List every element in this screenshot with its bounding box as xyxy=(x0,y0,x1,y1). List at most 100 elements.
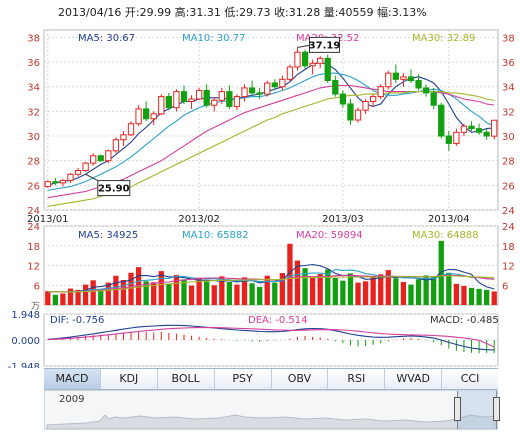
volume-bar xyxy=(45,291,51,305)
volume-bar xyxy=(166,283,172,305)
candle-body xyxy=(44,181,51,188)
change-label: 幅: xyxy=(377,6,392,19)
price-tick-left: 30 xyxy=(27,132,40,143)
volume-bar xyxy=(461,285,467,305)
candle-body xyxy=(67,173,74,181)
indicator-tabs: MACD KDJ BOLL PSY OBV RSI WVAD CCI xyxy=(44,368,498,390)
volume-bar xyxy=(128,272,134,305)
candle-body xyxy=(422,87,430,94)
tab-wvad[interactable]: WVAD xyxy=(385,369,443,389)
volume-bar xyxy=(272,282,278,305)
candle-body xyxy=(430,92,437,106)
tab-psy[interactable]: PSY xyxy=(214,369,272,389)
high-marker-pointer xyxy=(297,44,310,48)
candle-body xyxy=(180,91,188,103)
candle-body xyxy=(218,91,225,101)
candle-body xyxy=(203,89,210,106)
candle-body xyxy=(59,179,67,184)
volume-bar xyxy=(113,275,119,305)
macd-value-label: MACD: -0.485 xyxy=(430,315,499,326)
navigator-right-handle[interactable] xyxy=(493,397,500,421)
quote-header: 2013/04/16 开:29.99 高:31.31 低:29.73 收:31.… xyxy=(58,4,427,20)
high-marker-label: 37.19 xyxy=(309,40,341,51)
open-value: 29.99 xyxy=(139,6,172,19)
price-tick-right: 26 xyxy=(502,181,515,192)
macd-dea-line xyxy=(47,327,495,348)
volume-bar xyxy=(151,282,157,305)
volume-bar xyxy=(257,286,263,305)
candle-body xyxy=(135,108,142,125)
navigator-window[interactable] xyxy=(454,391,500,429)
candle-body xyxy=(97,155,104,162)
tab-kdj[interactable]: KDJ xyxy=(100,369,158,389)
close-value: 31.28 xyxy=(288,6,321,19)
price-tick-right: 24 xyxy=(502,206,515,217)
volume-legend-item: MA30: 64888 xyxy=(412,230,479,241)
price-tick-right: 30 xyxy=(502,132,515,143)
volume-bar xyxy=(476,288,482,305)
panel-frame-0 xyxy=(43,29,499,211)
candle-body xyxy=(491,119,498,137)
candle-body xyxy=(173,91,180,109)
volume-bar xyxy=(446,272,452,305)
volume-bar xyxy=(370,277,376,305)
volume-tick-right: 12 xyxy=(502,262,515,273)
candle-body xyxy=(211,99,218,106)
candle-body xyxy=(445,135,452,144)
candle-body xyxy=(241,87,248,98)
volume-bar xyxy=(67,288,74,305)
tab-rsi[interactable]: RSI xyxy=(328,369,386,389)
candle-body xyxy=(90,155,97,164)
volume-bar xyxy=(249,283,255,305)
volume-bar xyxy=(423,275,429,305)
price-tick-left: 34 xyxy=(27,83,40,94)
change-value: 3.13% xyxy=(391,6,427,19)
volume-legend-item: MA20: 59894 xyxy=(296,230,363,241)
candle-body xyxy=(362,101,369,111)
candle-body xyxy=(483,131,490,137)
low-label: 低: xyxy=(224,6,240,19)
tab-boll[interactable]: BOLL xyxy=(157,369,215,389)
tab-cci[interactable]: CCI xyxy=(442,369,498,389)
navigator-left-handle[interactable] xyxy=(454,397,461,421)
volume-value: 40559 xyxy=(338,6,374,19)
volume-bar xyxy=(211,285,217,305)
candle-body xyxy=(453,131,460,144)
timeline-navigator[interactable]: 2009 xyxy=(44,390,500,430)
candle-body xyxy=(188,98,195,103)
close-label: 收: xyxy=(274,6,289,19)
candle-body xyxy=(127,123,135,136)
candle-body xyxy=(370,96,377,103)
volume-bar xyxy=(317,274,323,305)
price-tick-right: 36 xyxy=(502,58,515,69)
candle-body xyxy=(52,181,59,184)
volume-bar xyxy=(264,275,270,305)
candle-body xyxy=(120,134,127,141)
volume-bar xyxy=(468,287,475,305)
candle-body xyxy=(82,162,89,172)
month-tick-label: 2013/02 xyxy=(178,214,220,225)
volume-bar xyxy=(491,291,497,305)
candle-body xyxy=(105,150,112,162)
volume-bar xyxy=(226,281,233,305)
candle-body xyxy=(264,82,271,95)
volume-bar xyxy=(400,281,407,305)
volume-bar xyxy=(302,268,308,305)
candle-body xyxy=(279,78,286,88)
candle-body xyxy=(150,113,157,120)
volume-tick-left: 24 xyxy=(27,222,40,233)
volume-tick-right: 6 xyxy=(502,281,508,292)
price-tick-left: 32 xyxy=(27,107,40,118)
candle-body xyxy=(438,104,445,137)
candle-body xyxy=(301,51,309,67)
candle-body xyxy=(324,57,331,82)
tab-macd[interactable]: MACD xyxy=(44,369,101,389)
price-tick-left: 26 xyxy=(27,181,40,192)
price-tick-left: 38 xyxy=(27,33,40,44)
low-value: 29.73 xyxy=(239,6,271,19)
volume-bar xyxy=(347,273,354,305)
volume-bar xyxy=(453,283,460,305)
high-label: 高: xyxy=(174,6,190,19)
tab-obv[interactable]: OBV xyxy=(271,369,329,389)
